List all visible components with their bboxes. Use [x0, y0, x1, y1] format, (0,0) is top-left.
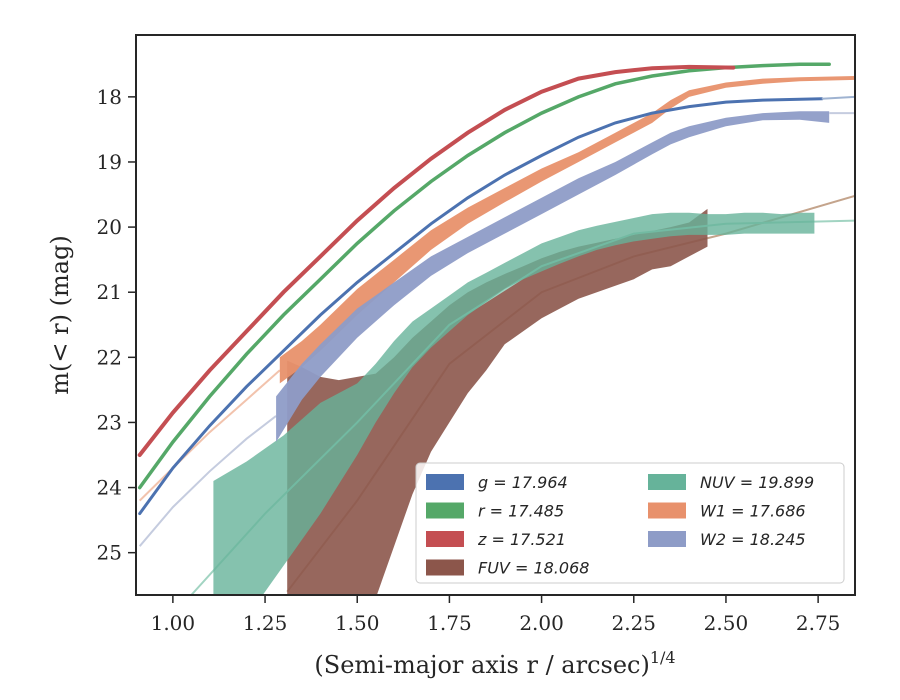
x-tick-label: 1.00	[151, 611, 196, 635]
legend-swatch	[648, 502, 686, 519]
y-tick-label: 20	[97, 215, 122, 239]
y-tick-label: 19	[97, 150, 122, 174]
legend-label: NUV = 19.899	[700, 473, 814, 492]
series-g-line	[138, 97, 824, 516]
x-tick-label: 1.75	[427, 611, 472, 635]
legend-swatch	[426, 531, 464, 547]
x-tick-label: 1.50	[335, 611, 380, 635]
plot-area	[137, 62, 855, 595]
legend-swatch	[648, 474, 686, 490]
y-tick-label: 18	[97, 85, 122, 109]
x-tick-label: 2.50	[704, 611, 749, 635]
series-z-line	[137, 64, 736, 457]
legend-label: z = 17.521	[477, 530, 566, 549]
y-tick-label: 25	[97, 541, 122, 565]
x-axis: 1.00 1.25 1.50 1.75 2.00 2.25 2.50 2.75	[151, 595, 841, 635]
y-tick-label: 22	[97, 345, 122, 369]
y-tick-label: 24	[97, 476, 122, 500]
plot-frame	[135, 34, 856, 596]
legend-label: W1 = 17.686	[700, 502, 806, 521]
y-axis-label: m(< r) (mag)	[46, 235, 74, 394]
x-tick-label: 1.25	[243, 611, 288, 635]
x-tick-label: 2.25	[612, 611, 657, 635]
series-nuv-band	[213, 212, 815, 595]
legend-swatch	[426, 474, 464, 490]
series-w2-thin-line	[138, 415, 277, 547]
y-tick-label: 23	[97, 410, 122, 434]
x-tick-label: 2.00	[519, 611, 564, 635]
legend: g = 17.964 r = 17.485 z = 17.521 FUV = 18.0…	[415, 462, 845, 584]
y-tick-label: 21	[97, 280, 122, 304]
y-axis: 18 19 20 21 22 23 24 25	[97, 85, 136, 565]
legend-label: W2 = 18.245	[700, 530, 806, 549]
x-axis-label-main: (Semi-major axis r / arcsec)	[314, 651, 649, 679]
legend-swatch	[426, 502, 464, 519]
series-w1-thin-line	[138, 369, 281, 502]
legend-label: FUV = 18.068	[478, 559, 589, 578]
series-g-tail	[821, 95, 855, 100]
x-tick-label: 2.75	[796, 611, 841, 635]
x-axis-label: (Semi-major axis r / arcsec)1/4	[314, 648, 675, 679]
series-fuv-band	[287, 208, 708, 595]
legend-frame	[415, 462, 845, 584]
legend-label: g = 17.964	[478, 473, 568, 492]
legend-swatch	[648, 531, 686, 547]
legend-swatch	[426, 559, 464, 576]
x-axis-label-exponent: 1/4	[650, 648, 676, 667]
legend-label: r = 17.485	[478, 502, 564, 521]
